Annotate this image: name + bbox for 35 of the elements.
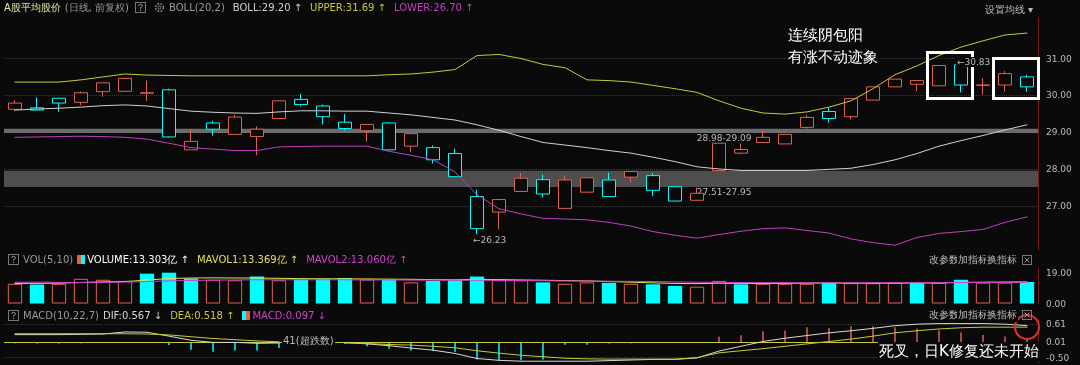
- series-label: DEA:0.518 ↑: [170, 309, 235, 322]
- legend-title: BOLL(20,2): [169, 1, 225, 14]
- y-tick-label: 0.00: [1046, 298, 1067, 309]
- chart-title: MACD(10,22,7): [23, 309, 99, 322]
- y-tick-label: 27.00: [1046, 200, 1073, 211]
- y-tick-label: 0.61: [1046, 319, 1067, 330]
- annotation: 连续阴包阳: [787, 26, 864, 45]
- y-tick-label: 31.00: [1046, 53, 1073, 64]
- legend-label: VOLUME:13.303亿 ↑: [86, 253, 189, 266]
- text: 换指标: [986, 253, 1018, 267]
- series-label: DIF:0.567 ↓: [102, 309, 163, 322]
- y-tick-label: 29.00: [1046, 127, 1073, 138]
- y-tick-label: 30.00: [1046, 90, 1073, 101]
- text: LOWER:26.70 ↑: [393, 1, 474, 14]
- text: UPPER:31.69 ↑: [310, 1, 386, 14]
- chart-title: VOL(5,10): [23, 253, 74, 266]
- chart-title: A股平均股价: [4, 1, 61, 14]
- band-label: 27.51-27.95: [696, 187, 752, 198]
- annotation: 死叉，日K修复还未开始: [878, 342, 1040, 361]
- annotation: 41(超跌数): [282, 334, 335, 348]
- text: 设置均线 ▾: [983, 3, 1034, 17]
- y-tick-label: -0.50: [1046, 352, 1070, 363]
- y-tick-label: 28.00: [1046, 163, 1073, 174]
- series-label: MAVOL2:13.060亿 ↑: [306, 253, 408, 266]
- chart-subtitle: (日线, 前复权): [64, 1, 130, 14]
- y-tick-label: 0.01: [1046, 337, 1067, 348]
- legend-label: MACD:0.097 ↓: [251, 309, 326, 322]
- text: 换指标: [986, 308, 1018, 322]
- annotation: ←26.23: [472, 235, 508, 245]
- annotation: 有涨不动迹象: [787, 48, 879, 67]
- annotation: ←30.83: [956, 57, 992, 67]
- y-tick-label: 19.00: [1046, 267, 1073, 278]
- series-label: MAVOL1:13.369亿 ↑: [196, 253, 299, 266]
- band-label: 28.98-29.09: [696, 132, 752, 143]
- text: BOLL:29.20 ↑: [232, 1, 303, 14]
